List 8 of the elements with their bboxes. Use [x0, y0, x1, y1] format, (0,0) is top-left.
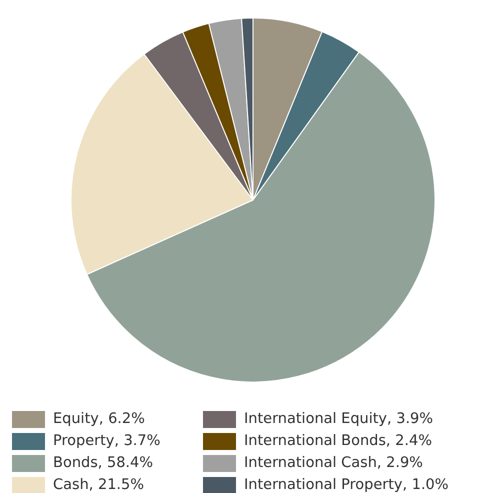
- legend-label: Cash, 21.5%: [53, 477, 144, 493]
- legend-label: International Equity, 3.9%: [244, 411, 434, 427]
- legend-label: International Property, 1.0%: [244, 477, 449, 493]
- legend-label: International Cash, 2.9%: [244, 455, 423, 471]
- legend-label: Bonds, 58.4%: [53, 455, 154, 471]
- legend-label: International Bonds, 2.4%: [244, 433, 432, 449]
- legend-label: Property, 3.7%: [53, 433, 160, 449]
- legend-label: Equity, 6.2%: [53, 411, 145, 427]
